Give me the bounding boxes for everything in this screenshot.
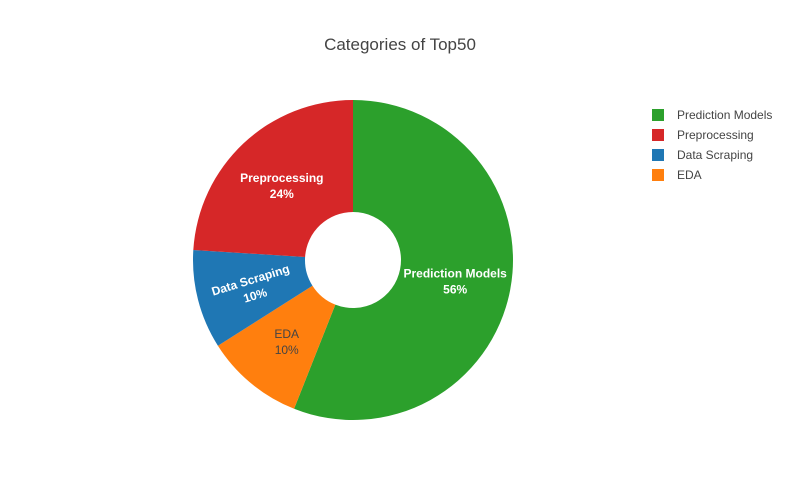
pie-slice-prediction-models[interactable] [294, 100, 513, 421]
pie-slice-data-scraping[interactable] [193, 249, 313, 346]
pie-slice-eda[interactable] [217, 285, 336, 409]
chart-title: Categories of Top50 [324, 35, 476, 54]
pie-slice-preprocessing[interactable] [193, 100, 353, 257]
legend-swatch-preprocessing [652, 129, 664, 141]
legend-label-prediction-models: Prediction Models [677, 108, 772, 122]
slice-label-preprocessing: Preprocessing 24% [240, 171, 323, 201]
legend-label-data-scraping: Data Scraping [677, 148, 753, 162]
slice-label-prediction-models: Prediction Models 56% [403, 266, 507, 296]
legend-item-preprocessing[interactable]: Preprocessing [652, 128, 754, 142]
legend-item-prediction-models[interactable]: Prediction Models [652, 108, 772, 122]
legend-item-data-scraping[interactable]: Data Scraping [652, 148, 753, 162]
legend-label-preprocessing: Preprocessing [677, 128, 754, 142]
slices-group [193, 100, 513, 421]
legend-swatch-prediction-models [652, 109, 664, 121]
legend-label-eda: EDA [677, 168, 702, 182]
slice-label-eda: EDA 10% [274, 327, 299, 357]
legend-item-eda[interactable]: EDA [652, 168, 702, 182]
legend-swatch-data-scraping [652, 149, 664, 161]
legend-swatch-eda [652, 169, 664, 181]
legend: Prediction Models Preprocessing Data Scrap… [652, 108, 772, 182]
